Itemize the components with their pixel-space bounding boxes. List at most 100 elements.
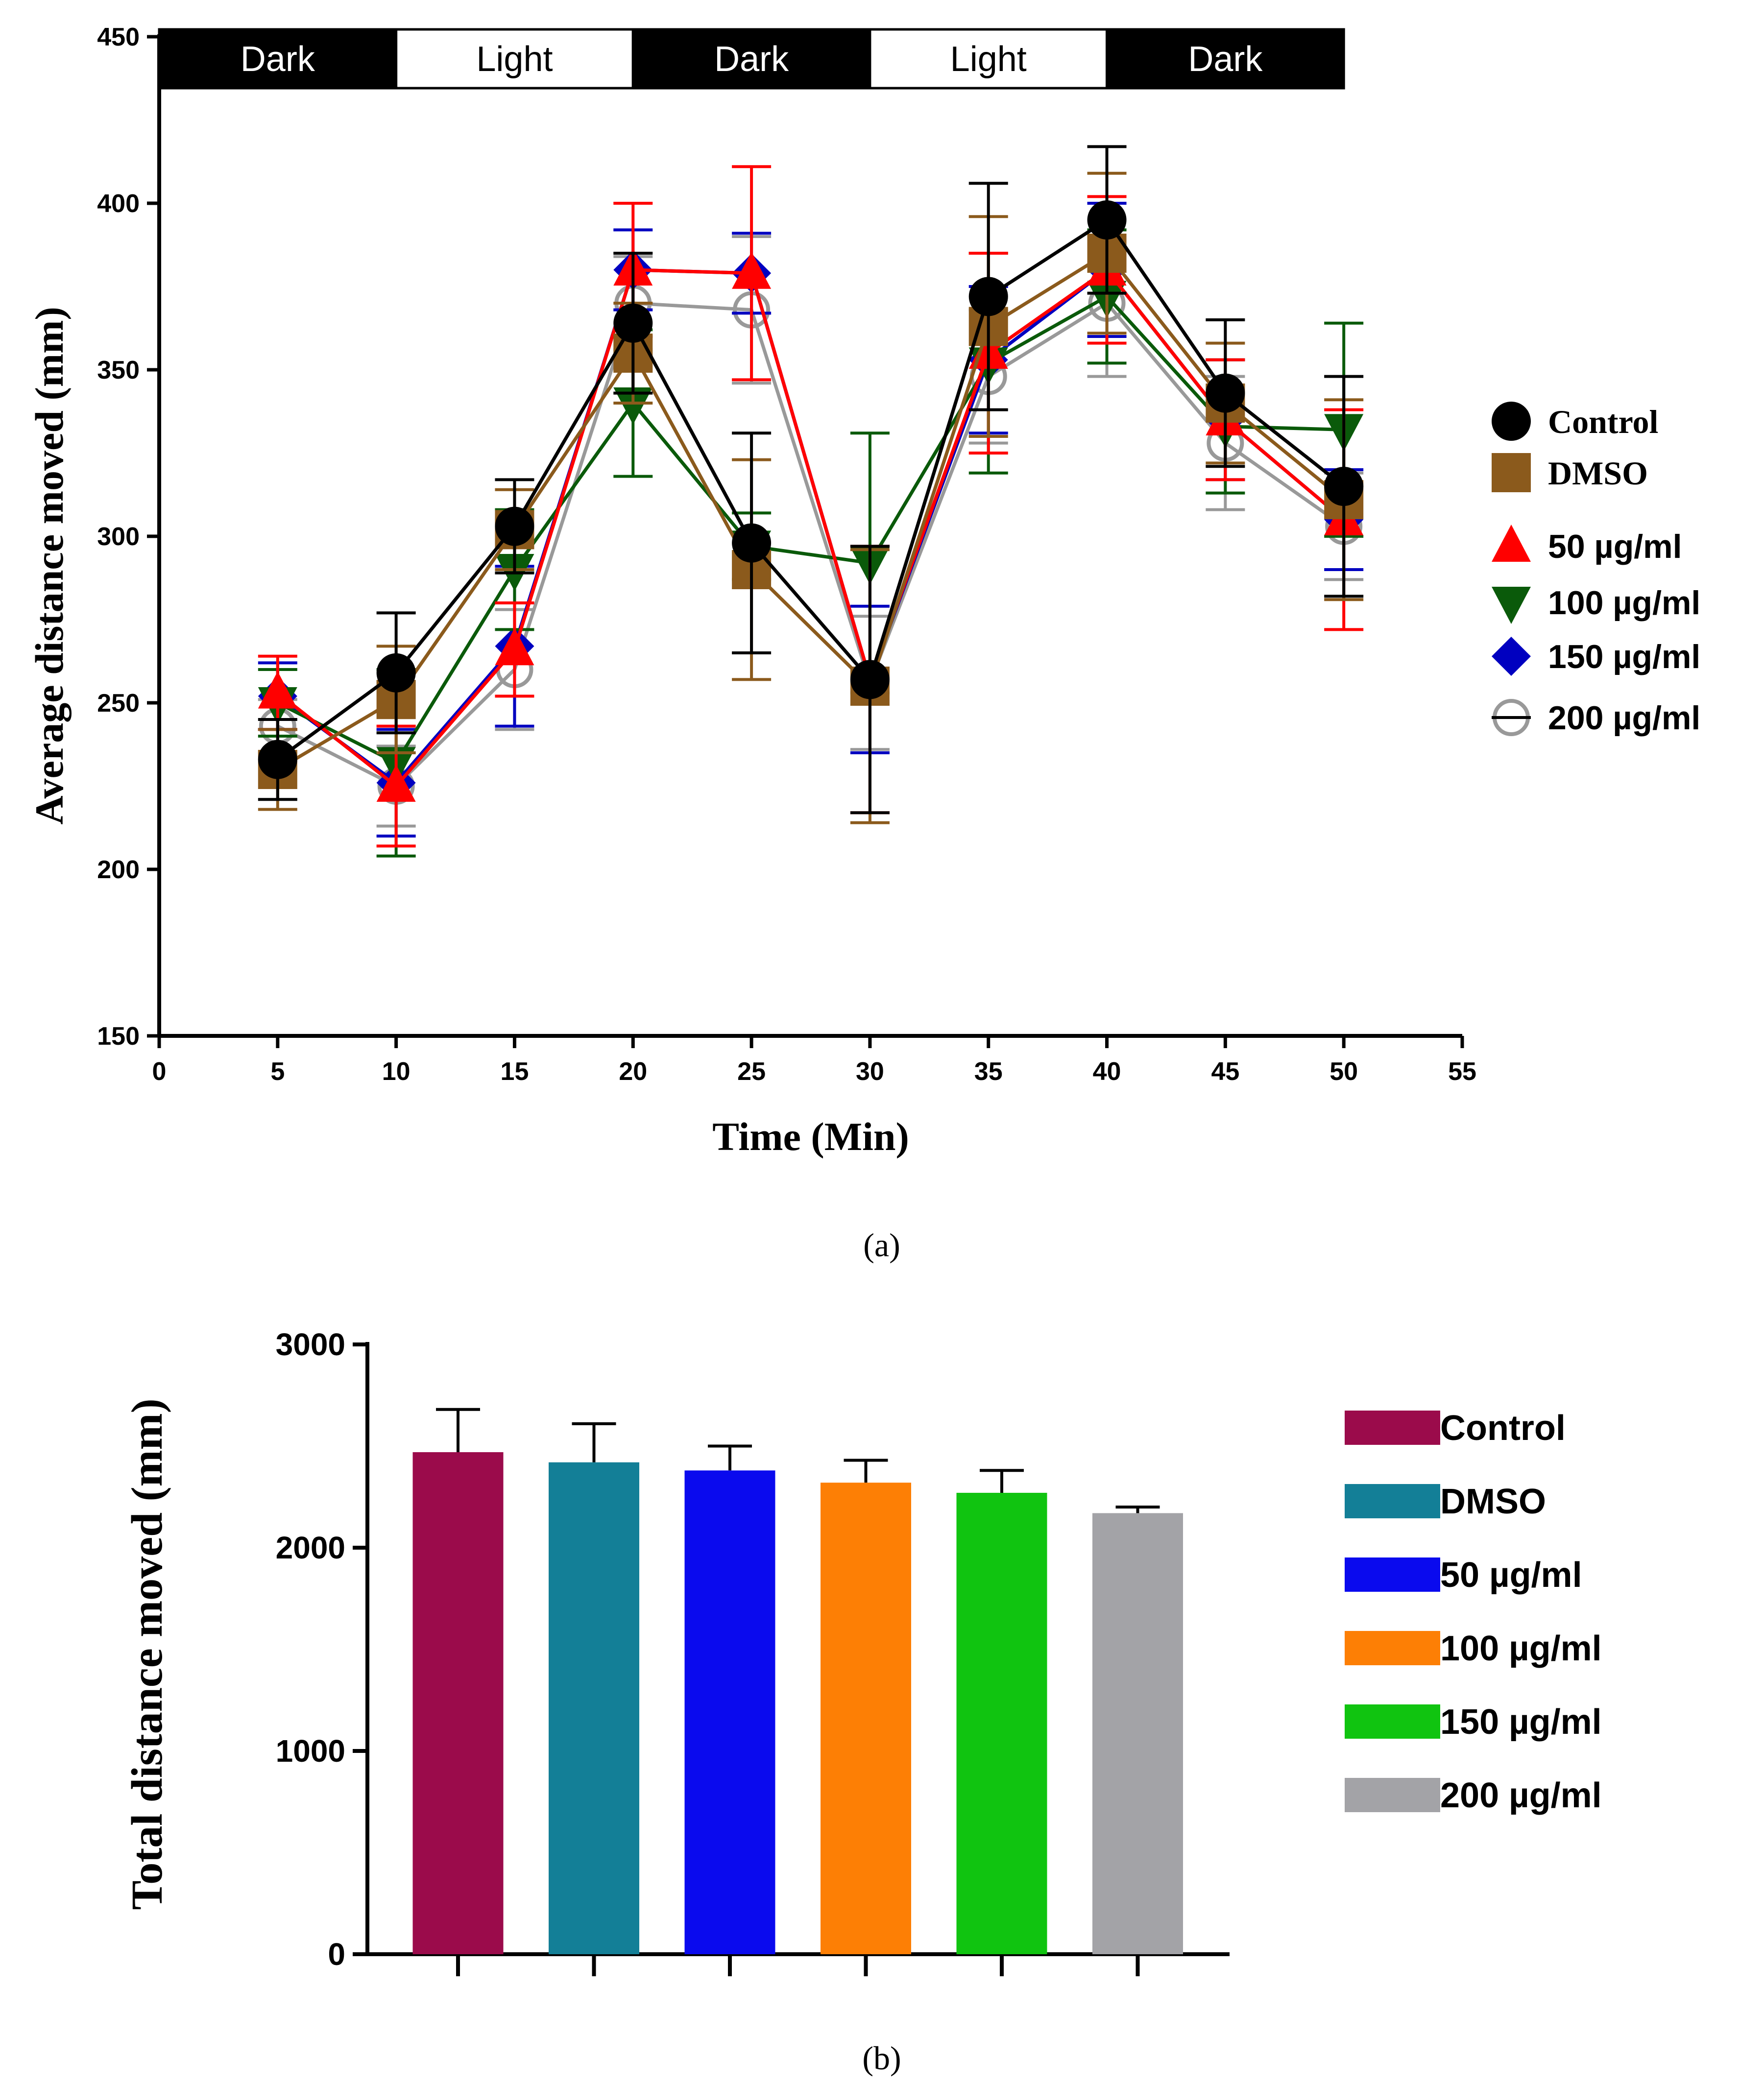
- y-tick-label: 250: [97, 689, 140, 718]
- x-tick-label: 25: [737, 1057, 766, 1086]
- data-point: [258, 740, 297, 779]
- legend-item-50-ug-ml: 50 µg/ml: [1345, 1556, 1582, 1595]
- x-axis-label: Time (Min): [712, 1114, 909, 1159]
- bar: [412, 1452, 504, 1954]
- y-axis-label: Total distance moved (mm): [123, 1398, 171, 1910]
- x-tick-label: 15: [501, 1057, 529, 1086]
- data-point: [613, 303, 653, 343]
- y-tick-label: 400: [97, 190, 140, 218]
- legend-marker: [1492, 525, 1531, 562]
- x-tick-label: 50: [1329, 1057, 1358, 1086]
- y-tick-label: 1000: [276, 1733, 345, 1769]
- series-100-ug-ml: [258, 228, 1364, 858]
- panel-a-caption: (a): [863, 1226, 900, 1264]
- phase-label: Light: [950, 40, 1027, 79]
- legend-item-dmso: DMSO: [1345, 1482, 1546, 1521]
- legend-item-dmso: DMSO: [1492, 453, 1648, 492]
- x-tick-label: 35: [974, 1057, 1003, 1086]
- series-line: [276, 267, 1345, 785]
- x-tick-label: 40: [1093, 1057, 1121, 1086]
- line-chart-a: Dark Light Dark Light Dark150200250300350400…: [27, 23, 1700, 1159]
- legend-label: DMSO: [1440, 1482, 1546, 1521]
- y-tick-label: 150: [97, 1022, 140, 1051]
- data-point: [376, 765, 416, 802]
- data-point: [613, 387, 653, 425]
- legend-swatch: [1345, 1631, 1440, 1665]
- phase-label: Light: [476, 40, 553, 79]
- data-point: [376, 653, 416, 693]
- bar-group-dmso: [549, 1422, 639, 1976]
- legend-item-150-ug-ml: 150 µg/ml: [1492, 637, 1700, 676]
- series-control: [258, 145, 1364, 814]
- data-point: [732, 251, 772, 289]
- series-line: [277, 251, 1345, 771]
- legend-a: Control DMSO 50 µg/ml 100 µg/ml 150 µg/ml 200…: [1492, 402, 1700, 737]
- legend-b: Control DMSO 50 µg/ml 100 µg/ml 150 µg/ml 200…: [1345, 1409, 1602, 1815]
- x-tick-label: 0: [152, 1057, 167, 1086]
- legend-label: 100 µg/ml: [1440, 1629, 1602, 1668]
- bar-group-50-ug-ml: [684, 1444, 775, 1976]
- legend-swatch: [1345, 1484, 1440, 1518]
- phase-label: Dark: [1188, 40, 1263, 79]
- bar: [684, 1470, 775, 1954]
- bar: [821, 1483, 911, 1954]
- x-tick-label: 5: [270, 1057, 285, 1086]
- panel-b-caption: (b): [862, 2039, 901, 2077]
- legend-swatch: [1345, 1778, 1440, 1812]
- bar: [956, 1492, 1047, 1954]
- phase-light-1: [395, 28, 634, 90]
- legend-label: Control: [1440, 1409, 1566, 1448]
- data-point: [495, 506, 534, 546]
- data-point: [1206, 373, 1245, 413]
- y-axis-label: Average distance moved (mm): [27, 307, 72, 824]
- bar-group-150-ug-ml: [956, 1469, 1047, 1976]
- legend-label: 200 µg/ml: [1440, 1776, 1602, 1815]
- legend-item-control: Control: [1345, 1409, 1566, 1448]
- legend-swatch: [1345, 1411, 1440, 1445]
- phase-dark-4: [1106, 28, 1345, 90]
- series-line: [276, 267, 1345, 789]
- legend-marker: [1492, 637, 1531, 676]
- legend-swatch: [1345, 1557, 1440, 1592]
- series-line: [276, 217, 1345, 761]
- legend-label: 50 µg/ml: [1548, 528, 1682, 565]
- data-point: [1324, 467, 1364, 506]
- x-tick-label: 20: [619, 1057, 647, 1086]
- phase-bar: Dark Light Dark Light Dark: [158, 28, 1345, 90]
- phase-dark-2: [631, 28, 871, 90]
- legend-label: DMSO: [1548, 455, 1648, 492]
- phase-label: Dark: [714, 40, 789, 79]
- legend-label: 200 µg/ml: [1548, 699, 1700, 737]
- bar: [549, 1462, 639, 1954]
- data-point: [732, 523, 772, 563]
- x-tick-label: 55: [1448, 1057, 1476, 1086]
- series-200-ug-ml: [258, 228, 1364, 828]
- data-point: [850, 660, 890, 699]
- legend-item-200-ug-ml: 200 µg/ml: [1492, 699, 1700, 737]
- legend-item-200-ug-ml: 200 µg/ml: [1345, 1776, 1602, 1815]
- y-tick-label: 200: [97, 856, 140, 884]
- bar-group-200-ug-ml: [1092, 1506, 1183, 1976]
- legend-item-150-ug-ml: 150 µg/ml: [1345, 1702, 1602, 1742]
- bar-group-control: [412, 1408, 504, 1976]
- legend-marker: [1492, 402, 1531, 441]
- y-tick-label: 300: [97, 523, 140, 551]
- legend-item-100-ug-ml: 100 µg/ml: [1345, 1629, 1602, 1668]
- data-point: [1087, 200, 1127, 240]
- legend-swatch: [1345, 1704, 1440, 1739]
- legend-marker: [1492, 587, 1531, 624]
- legend-label: 150 µg/ml: [1440, 1702, 1602, 1742]
- legend-label: 100 µg/ml: [1548, 584, 1700, 622]
- legend-label: Control: [1548, 403, 1658, 440]
- series-line: [277, 294, 1344, 765]
- bar-group-100-ug-ml: [821, 1459, 911, 1976]
- bar: [1092, 1513, 1183, 1954]
- data-point: [258, 671, 297, 709]
- legend-item-50-ug-ml: 50 µg/ml: [1492, 525, 1682, 565]
- data-point: [968, 277, 1008, 316]
- y-tick-label: 450: [97, 23, 140, 51]
- x-tick-label: 45: [1211, 1057, 1239, 1086]
- y-tick-label: 2000: [276, 1530, 345, 1565]
- series-150-ug-ml: [258, 202, 1364, 838]
- y-tick-label: 0: [328, 1937, 345, 1972]
